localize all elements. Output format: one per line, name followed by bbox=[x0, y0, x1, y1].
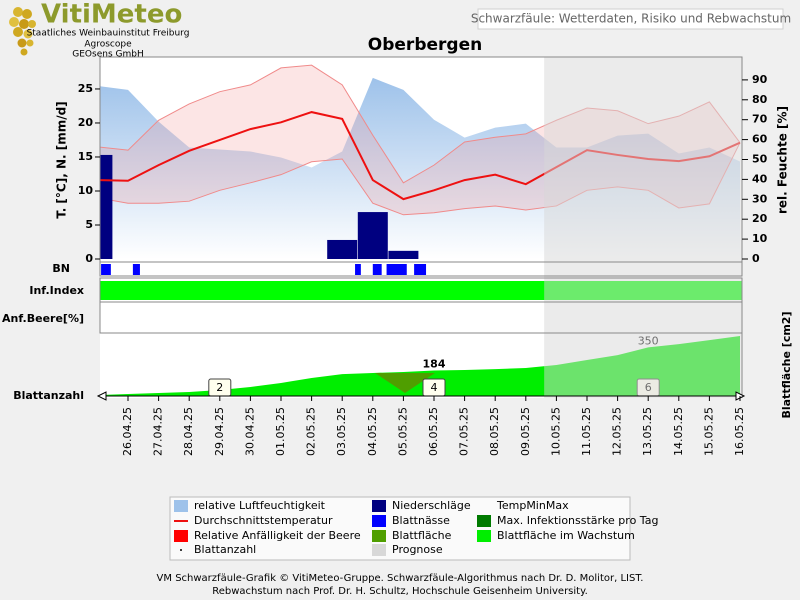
legend-label: relative Luftfeuchtigkeit bbox=[194, 499, 326, 512]
leaf-wetness bbox=[355, 264, 361, 275]
leaf-wetness bbox=[372, 264, 382, 275]
legend-swatch bbox=[372, 530, 386, 542]
x-tick-label: 27.04.25 bbox=[152, 407, 165, 456]
row-label: Blattanzahl bbox=[13, 389, 84, 402]
y-tick-label: 5 bbox=[85, 218, 93, 231]
x-tick-label: 07.05.25 bbox=[458, 407, 471, 456]
leaf-wetness bbox=[101, 264, 111, 275]
logo-line: GEOsens GmbH bbox=[72, 50, 143, 60]
precip-bar bbox=[388, 250, 419, 259]
y2-tick-label: 90 bbox=[752, 73, 768, 86]
infection-marker bbox=[375, 373, 435, 393]
x-tick-label: 01.05.25 bbox=[274, 407, 287, 456]
y-tick-label: 15 bbox=[78, 150, 93, 163]
legend-label: Prognose bbox=[392, 543, 443, 556]
y-axis-title: T. [°C], N. [mm/d] bbox=[55, 101, 69, 218]
chart-title: Oberbergen bbox=[368, 35, 482, 55]
legend-swatch bbox=[372, 500, 386, 512]
footer: VM Schwarzfäule-Grafik © VitiMeteo-Grupp… bbox=[157, 573, 644, 584]
caption: Schwarzfäule: Wetterdaten, Risiko und Re… bbox=[471, 12, 791, 26]
legend-label: Blattanzahl bbox=[194, 543, 256, 556]
y2-tick-label: 70 bbox=[752, 113, 768, 126]
caption-box bbox=[477, 8, 784, 30]
legend-swatch bbox=[180, 549, 182, 551]
y-tick-label: 20 bbox=[78, 116, 94, 129]
logo-text: VitiMeteo bbox=[41, 0, 182, 30]
x-tick-label: 16.05.25 bbox=[733, 407, 746, 456]
legend-swatch bbox=[477, 530, 491, 542]
y-tick-label: 10 bbox=[78, 184, 94, 197]
logo-line: Staatliches Weinbauinstitut Freiburg bbox=[27, 29, 190, 39]
legend-label: Max. Infektionsstärke pro Tag bbox=[497, 514, 658, 527]
legend-label: Blattnässe bbox=[392, 514, 450, 527]
x-tick-label: 10.05.25 bbox=[549, 407, 562, 456]
precip-bar bbox=[327, 239, 358, 259]
plot: 184350246 bbox=[100, 57, 742, 398]
precip-bar bbox=[357, 212, 388, 259]
y-tick-label: 25 bbox=[78, 82, 93, 95]
legend-swatch bbox=[477, 515, 491, 527]
x-tick-label: 08.05.25 bbox=[488, 407, 501, 456]
leaf-count-label: 4 bbox=[431, 381, 438, 394]
forecast-region bbox=[544, 57, 742, 398]
y2-tick-label: 80 bbox=[752, 93, 768, 106]
y2-axis-title: rel. Feuchte [%] bbox=[776, 106, 790, 214]
leaf-wetness bbox=[386, 264, 407, 275]
leaf-wetness bbox=[132, 264, 140, 275]
legend-swatch bbox=[372, 515, 386, 527]
legend-swatch bbox=[372, 544, 386, 556]
legend bbox=[169, 496, 631, 561]
logo-line: Agroscope bbox=[84, 40, 132, 50]
legend-label: Relative Anfälligkeit der Beere bbox=[194, 529, 361, 542]
x-tick-label: 26.04.25 bbox=[121, 407, 134, 456]
x-tick-label: 30.04.25 bbox=[243, 407, 256, 456]
y-tick-label: 0 bbox=[85, 252, 93, 265]
legend-swatch bbox=[174, 530, 188, 542]
x-tick-label: 14.05.25 bbox=[672, 407, 685, 456]
y2-tick-label: 40 bbox=[752, 172, 768, 185]
x-tick-label: 15.05.25 bbox=[702, 407, 715, 456]
row-label: BN bbox=[52, 262, 70, 275]
x-tick-label: 28.04.25 bbox=[182, 407, 195, 456]
y2-tick-label: 10 bbox=[752, 232, 768, 245]
x-tick-label: 09.05.25 bbox=[519, 407, 532, 456]
legend-items: relative Luftfeuchtigkeit Niederschläge Te… bbox=[174, 499, 658, 556]
leaf-wetness bbox=[414, 264, 427, 275]
x-tick-label: 05.05.25 bbox=[396, 407, 409, 456]
x-tick-label: 12.05.25 bbox=[611, 407, 624, 456]
x-tick-label: 02.05.25 bbox=[305, 407, 318, 456]
x-tick-label: 11.05.25 bbox=[580, 407, 593, 456]
legend-label: TempMinMax bbox=[496, 499, 569, 512]
y3-axis-title: Blattfläche [cm2] bbox=[780, 311, 793, 418]
x-tick-label: 29.04.25 bbox=[213, 407, 226, 456]
y2-tick-label: 30 bbox=[752, 192, 768, 205]
axis-arrow bbox=[96, 391, 107, 401]
logo bbox=[9, 7, 36, 56]
row-label: Anf.Beere[%] bbox=[2, 312, 84, 325]
x-tick-label: 06.05.25 bbox=[427, 407, 440, 456]
leaf-count-label: 2 bbox=[216, 381, 223, 394]
legend-label: Niederschläge bbox=[392, 499, 471, 512]
y2-tick-label: 0 bbox=[752, 252, 760, 265]
row-label: Inf.Index bbox=[29, 284, 84, 297]
leaf-area-label: 184 bbox=[423, 357, 446, 370]
legend-label: Durchschnittstemperatur bbox=[194, 514, 333, 527]
legend-label: Blattfläche im Wachstum bbox=[497, 529, 635, 542]
legend-label: Blattfläche bbox=[392, 529, 452, 542]
legend-swatch bbox=[174, 500, 188, 512]
y2-tick-label: 50 bbox=[752, 152, 768, 165]
x-tick-label: 03.05.25 bbox=[335, 407, 348, 456]
footer: Rebwachstum nach Prof. Dr. H. Schultz, H… bbox=[212, 586, 588, 597]
y2-tick-label: 60 bbox=[752, 133, 768, 146]
y2-tick-label: 20 bbox=[752, 212, 768, 225]
x-tick-label: 04.05.25 bbox=[366, 407, 379, 456]
x-tick-label: 13.05.25 bbox=[641, 407, 654, 456]
